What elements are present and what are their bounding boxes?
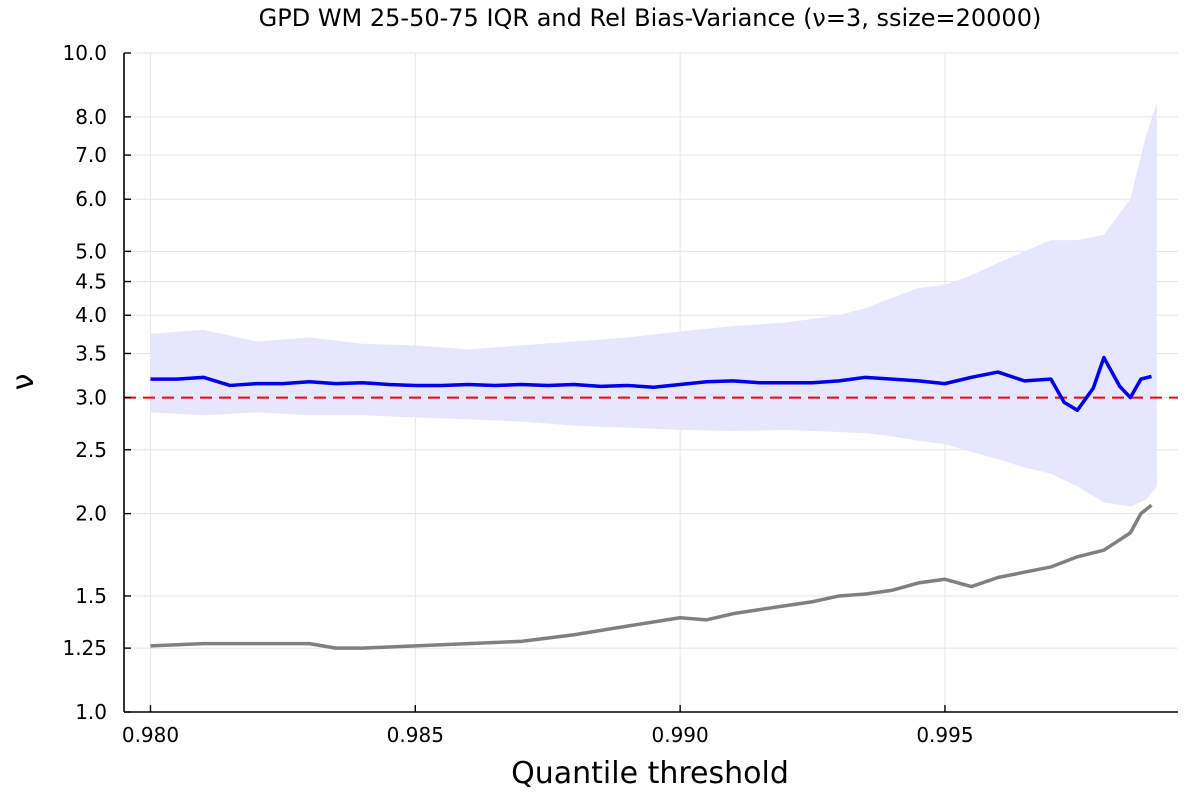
y-tick-label: 3.0 xyxy=(75,386,107,410)
x-tick-label: 0.990 xyxy=(651,723,708,747)
y-tick-label: 8.0 xyxy=(75,105,107,129)
y-tick-label: 5.0 xyxy=(75,239,107,263)
median-line xyxy=(150,355,1152,413)
iqr-band xyxy=(150,102,1157,507)
y-tick-label: 2.0 xyxy=(75,502,107,526)
y-tick-label: 3.5 xyxy=(75,341,107,365)
y-tick-label: 1.0 xyxy=(75,700,107,724)
y-tick-label: 2.5 xyxy=(75,438,107,462)
y-tick-label: 1.5 xyxy=(75,584,107,608)
y-tick-label: 4.0 xyxy=(75,303,107,327)
x-axis-label: Quantile threshold xyxy=(511,756,789,791)
y-tick-label: 4.5 xyxy=(75,270,107,294)
chart-title: GPD WM 25-50-75 IQR and Rel Bias-Varianc… xyxy=(259,4,1042,32)
rel-bias-variance-line xyxy=(150,503,1153,650)
ticks: 0.980 0.985 0.990 0.995 1.0 1.25 1.5 2.0 2.5 3.0 3… xyxy=(62,41,973,747)
axes xyxy=(123,53,1178,713)
x-tick-label: 0.995 xyxy=(916,723,973,747)
y-tick-label: 6.0 xyxy=(75,187,107,211)
x-tick-label: 0.980 xyxy=(122,723,179,747)
y-tick-label: 1.25 xyxy=(62,636,107,660)
y-axis-label: ν xyxy=(6,374,41,391)
y-tick-label: 10.0 xyxy=(62,41,107,65)
y-tick-label: 7.0 xyxy=(75,143,107,167)
x-tick-label: 0.985 xyxy=(387,723,444,747)
plot-area xyxy=(124,102,1178,650)
